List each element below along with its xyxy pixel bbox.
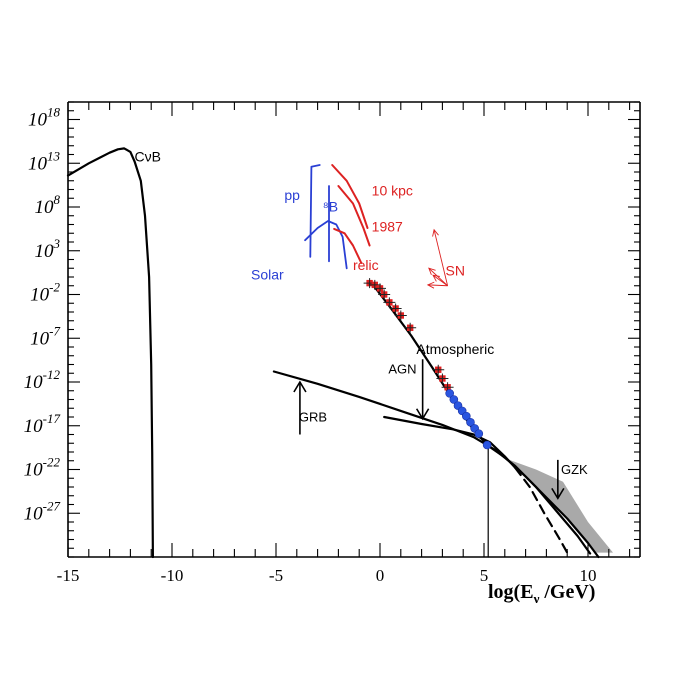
- series-line-7: [304, 220, 348, 270]
- x-tick-label: -5: [269, 566, 283, 585]
- grb-label: GRB: [299, 409, 327, 424]
- annotations: CνB pp ⁸B Solar 10 kpc 1987 relic SN Atmospheric…: [135, 149, 588, 477]
- sn-arrow-3: [426, 281, 448, 289]
- atmospheric-blue-marker: [449, 395, 459, 404]
- y-tick-label: 10-27: [24, 498, 61, 524]
- x-tick-label: -10: [161, 566, 184, 585]
- atmospheric-red-marker: [394, 310, 407, 321]
- grb-arrow: [293, 380, 307, 435]
- x-tick-label: 0: [376, 566, 385, 585]
- solar-label: Solar: [251, 267, 284, 283]
- atmospheric-red-marker: [378, 289, 391, 300]
- atmospheric-blue-marker: [474, 429, 484, 438]
- y-tick-label: 10-7: [30, 323, 60, 349]
- annotation-arrows: [293, 228, 565, 500]
- b8-label: ⁸B: [323, 198, 338, 214]
- x-tick-label: 5: [480, 566, 489, 585]
- data-markers: [363, 278, 492, 450]
- series-line-4: [514, 466, 569, 554]
- pp-label: pp: [284, 187, 300, 203]
- sn-arrow-0: [432, 228, 449, 286]
- y-tick-label: 1018: [28, 105, 61, 131]
- y-tick-label: 103: [35, 236, 61, 262]
- x-tick-label: 10: [580, 566, 597, 585]
- series-line-3: [383, 415, 517, 469]
- y-tick-label: 10-17: [24, 411, 61, 437]
- series-line-9: [331, 164, 369, 229]
- series-line-0: [66, 147, 154, 559]
- atmospheric-blue-marker: [445, 389, 454, 398]
- gzk-band-layer: [506, 459, 613, 553]
- y-tick-label: 10-2: [30, 280, 60, 306]
- series-line-6: [309, 164, 321, 258]
- atmospheric-red-marker: [432, 364, 445, 375]
- axis-ticks: [67, 101, 640, 558]
- atmospheric-red-marker: [374, 283, 386, 294]
- y-tick-label: 10-12: [24, 367, 61, 393]
- 10kpc-label: 10 kpc: [372, 183, 413, 199]
- gzk-arrow: [551, 459, 565, 500]
- axis-labels: -15 -10 -5 0 5 10 1018 1013 108 103 10-2 10-7 10-12 1…: [24, 105, 597, 586]
- atmospheric-red-marker: [383, 297, 396, 308]
- atmospheric-blue-marker: [466, 417, 475, 427]
- x-axis-label: log(Eν /GeV): [488, 581, 595, 606]
- series-line-11: [333, 227, 363, 264]
- atmospheric-red-marker: [436, 373, 449, 384]
- y-tick-label: 10-22: [24, 455, 61, 481]
- relic-label: relic: [353, 257, 379, 273]
- sn-arrow-2: [432, 274, 448, 287]
- gzk-label: GZK: [561, 462, 588, 477]
- atmospheric-blue-marker: [482, 440, 492, 450]
- atmospheric-red-marker: [404, 322, 417, 333]
- 1987-label: 1987: [372, 219, 403, 235]
- atmospheric-label: Atmospheric: [416, 341, 494, 357]
- series-line-10: [337, 185, 371, 247]
- sn-label: SN: [446, 262, 465, 278]
- cnub-label: CνB: [135, 149, 161, 165]
- sn-arrow-1: [428, 267, 448, 287]
- x-tick-label: -15: [57, 566, 80, 585]
- atmospheric-blue-marker: [462, 411, 471, 421]
- y-tick-label: 1013: [28, 148, 61, 174]
- atmospheric-red-marker: [389, 303, 402, 314]
- gzk-band: [506, 459, 613, 553]
- agn-label: AGN: [388, 361, 416, 376]
- agn-arrow: [415, 359, 430, 421]
- y-tick-label: 108: [35, 192, 61, 218]
